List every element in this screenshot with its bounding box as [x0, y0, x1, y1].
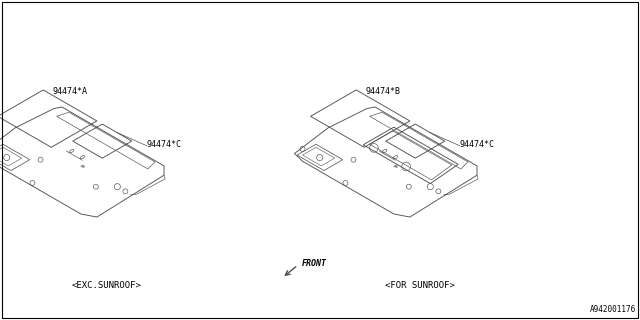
- Text: 94474*A: 94474*A: [52, 87, 88, 96]
- Text: 94474*C: 94474*C: [460, 140, 495, 149]
- Text: 94474*C: 94474*C: [147, 140, 182, 149]
- Text: <EXC.SUNROOF>: <EXC.SUNROOF>: [72, 281, 142, 290]
- Text: A942001176: A942001176: [589, 305, 636, 314]
- Text: AR: AR: [79, 164, 86, 170]
- Text: 94474*B: 94474*B: [365, 87, 401, 96]
- Text: AR: AR: [392, 164, 399, 170]
- Text: <FOR SUNROOF>: <FOR SUNROOF>: [385, 281, 455, 290]
- Text: FRONT: FRONT: [302, 259, 327, 268]
